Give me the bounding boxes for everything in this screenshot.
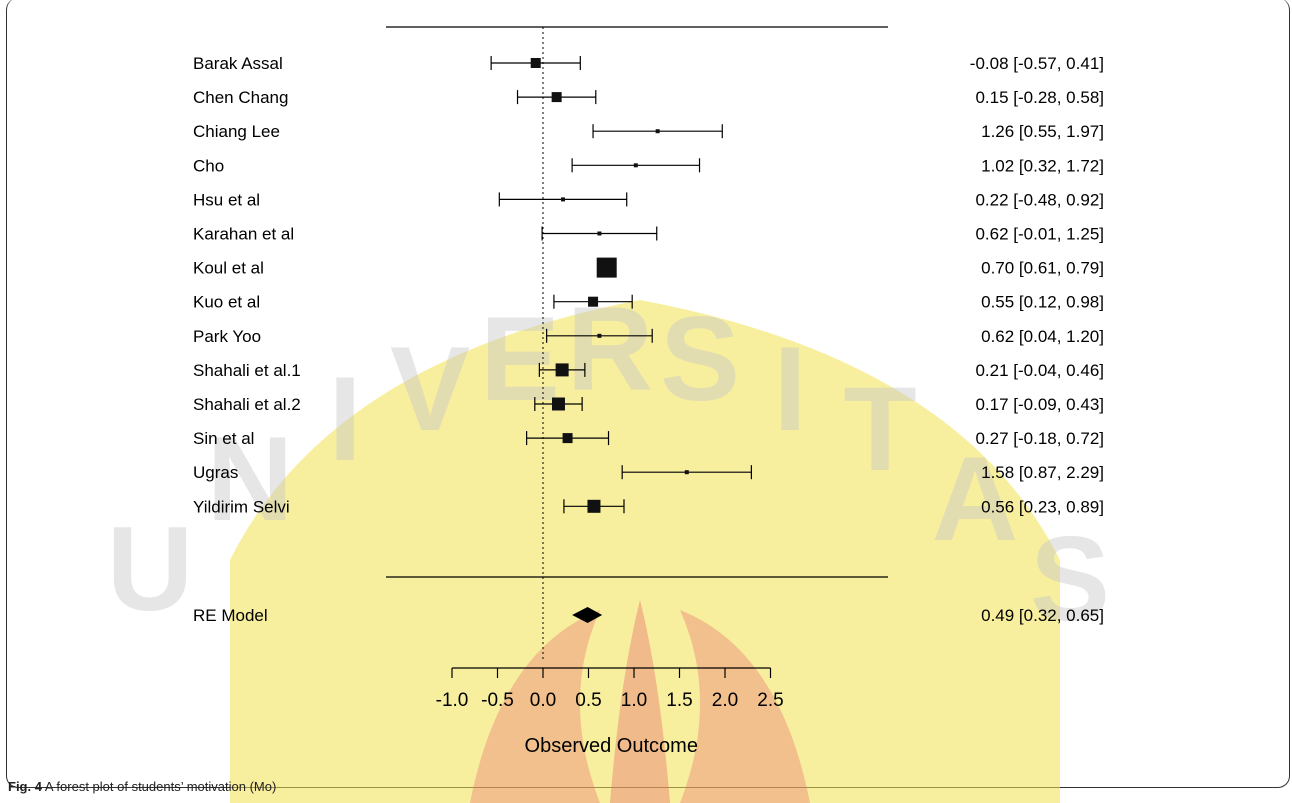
watermark-letter: I	[328, 352, 361, 486]
study-name: Koul et al	[193, 259, 264, 278]
estimate-label: -0.08 [-0.57, 0.41]	[970, 54, 1104, 73]
summary-diamond	[572, 607, 603, 623]
study-row: Hsu et al 0.22 [-0.48, 0.92]	[193, 190, 1104, 209]
point-estimate	[655, 129, 660, 134]
estimate-label: 0.21 [-0.04, 0.46]	[975, 361, 1104, 380]
watermark-layer: UN I V E R S I TAS	[107, 282, 1110, 803]
study-row: Cho 1.02 [0.32, 1.72]	[193, 156, 1104, 175]
study-name: Ugras	[193, 463, 238, 482]
x-tick-label: 0.5	[575, 690, 601, 711]
watermark-letter: R	[567, 282, 654, 416]
study-row: Yildirim Selvi 0.56 [0.23, 0.89]	[193, 497, 1104, 516]
watermark-letter: E	[480, 292, 560, 426]
point-estimate	[597, 333, 602, 338]
estimate-label: 0.17 [-0.09, 0.43]	[975, 395, 1104, 414]
estimate-label: 0.27 [-0.18, 0.72]	[975, 429, 1104, 448]
caption-text: A forest plot of students’ motivation (M…	[41, 779, 277, 794]
watermark-letter: N	[207, 412, 294, 546]
watermark-flame-center	[610, 600, 670, 803]
watermark-letter: T	[843, 362, 916, 496]
estimate-label: 0.22 [-0.48, 0.92]	[975, 190, 1104, 209]
point-estimate	[555, 363, 569, 377]
estimate-label: 1.58 [0.87, 2.29]	[981, 463, 1104, 482]
x-tick-label: 2.0	[712, 690, 738, 711]
study-row: Koul et al 0.70 [0.61, 0.79]	[193, 257, 1104, 278]
x-axis: -1.0 -0.5 0.0 0.5 1.0 1.5 2.0 2.5 Observed Outco…	[436, 667, 784, 757]
point-estimate	[597, 231, 602, 236]
study-row: Chiang Lee 1.26 [0.55, 1.97]	[193, 122, 1104, 141]
summary-name: RE Model	[193, 606, 268, 625]
x-tick-label: -1.0	[436, 690, 469, 711]
figure-caption: Fig. 4 A forest plot of students’ motiva…	[8, 779, 276, 794]
summary-row: RE Model 0.49 [0.32, 0.65]	[193, 606, 1104, 625]
study-name: Chen Chang	[193, 88, 288, 107]
estimate-label: 0.70 [0.61, 0.79]	[981, 259, 1104, 278]
estimate-label: 1.02 [0.32, 1.72]	[981, 156, 1104, 175]
study-row: Shahali et al.2 0.17 [-0.09, 0.43]	[193, 395, 1104, 414]
study-row: Ugras 1.58 [0.87, 2.29]	[193, 463, 1104, 482]
watermark-letter: S	[660, 292, 740, 426]
estimate-label: 0.55 [0.12, 0.98]	[981, 293, 1104, 312]
estimate-label: 0.62 [-0.01, 1.25]	[975, 225, 1104, 244]
study-row: Shahali et al.1 0.21 [-0.04, 0.46]	[193, 361, 1104, 380]
study-name: Cho	[193, 156, 224, 175]
point-estimate	[530, 58, 541, 68]
estimate-label: 0.56 [0.23, 0.89]	[981, 497, 1104, 516]
study-name: Kuo et al	[193, 293, 260, 312]
study-name: Shahali et al.1	[193, 361, 301, 380]
study-name: Karahan et al	[193, 225, 294, 244]
study-name: Shahali et al.2	[193, 395, 301, 414]
point-estimate	[551, 92, 562, 103]
point-estimate	[562, 433, 573, 444]
watermark-letter: V	[390, 322, 470, 456]
study-name: Hsu et al	[193, 190, 260, 209]
point-estimate	[633, 163, 638, 168]
point-estimate	[596, 257, 617, 278]
watermark-shield	[230, 300, 1060, 803]
watermark-letter: S	[1030, 512, 1110, 646]
watermark-flame-right	[680, 610, 810, 803]
study-row: Park Yoo 0.62 [0.04, 1.20]	[193, 327, 1104, 346]
watermark-letter: A	[932, 432, 1019, 566]
watermark-flame-left	[470, 610, 600, 803]
study-name: Sin et al	[193, 429, 254, 448]
estimate-label: 0.62 [0.04, 1.20]	[981, 327, 1104, 346]
study-row: Kuo et al 0.55 [0.12, 0.98]	[193, 293, 1104, 312]
caption-prefix: Fig. 4	[8, 779, 42, 794]
point-estimate	[684, 470, 689, 475]
x-tick-label: -0.5	[481, 690, 514, 711]
point-estimate	[588, 296, 599, 307]
study-name: Chiang Lee	[193, 122, 280, 141]
x-tick-label: 1.0	[621, 690, 647, 711]
study-name: Yildirim Selvi	[193, 497, 290, 516]
watermark-letter: I	[773, 322, 806, 456]
study-row: Chen Chang 0.15 [-0.28, 0.58]	[193, 88, 1104, 107]
study-row: Barak Assal -0.08 [-0.57, 0.41]	[193, 54, 1104, 73]
study-row: Sin et al 0.27 [-0.18, 0.72]	[193, 429, 1104, 448]
x-tick-label: 0.0	[530, 690, 556, 711]
summary-estimate-label: 0.49 [0.32, 0.65]	[981, 606, 1104, 625]
study-name: Barak Assal	[193, 54, 283, 73]
estimate-label: 1.26 [0.55, 1.97]	[981, 122, 1104, 141]
study-name: Park Yoo	[193, 327, 261, 346]
point-estimate	[561, 197, 566, 202]
x-axis-title: Observed Outcome	[525, 735, 698, 757]
x-tick-label: 2.5	[757, 690, 783, 711]
point-estimate	[551, 397, 565, 411]
study-row: Karahan et al 0.62 [-0.01, 1.25]	[193, 225, 1104, 244]
estimate-label: 0.15 [-0.28, 0.58]	[975, 88, 1104, 107]
point-estimate	[587, 499, 601, 513]
watermark-letter: U	[107, 502, 194, 636]
x-tick-label: 1.5	[666, 690, 692, 711]
